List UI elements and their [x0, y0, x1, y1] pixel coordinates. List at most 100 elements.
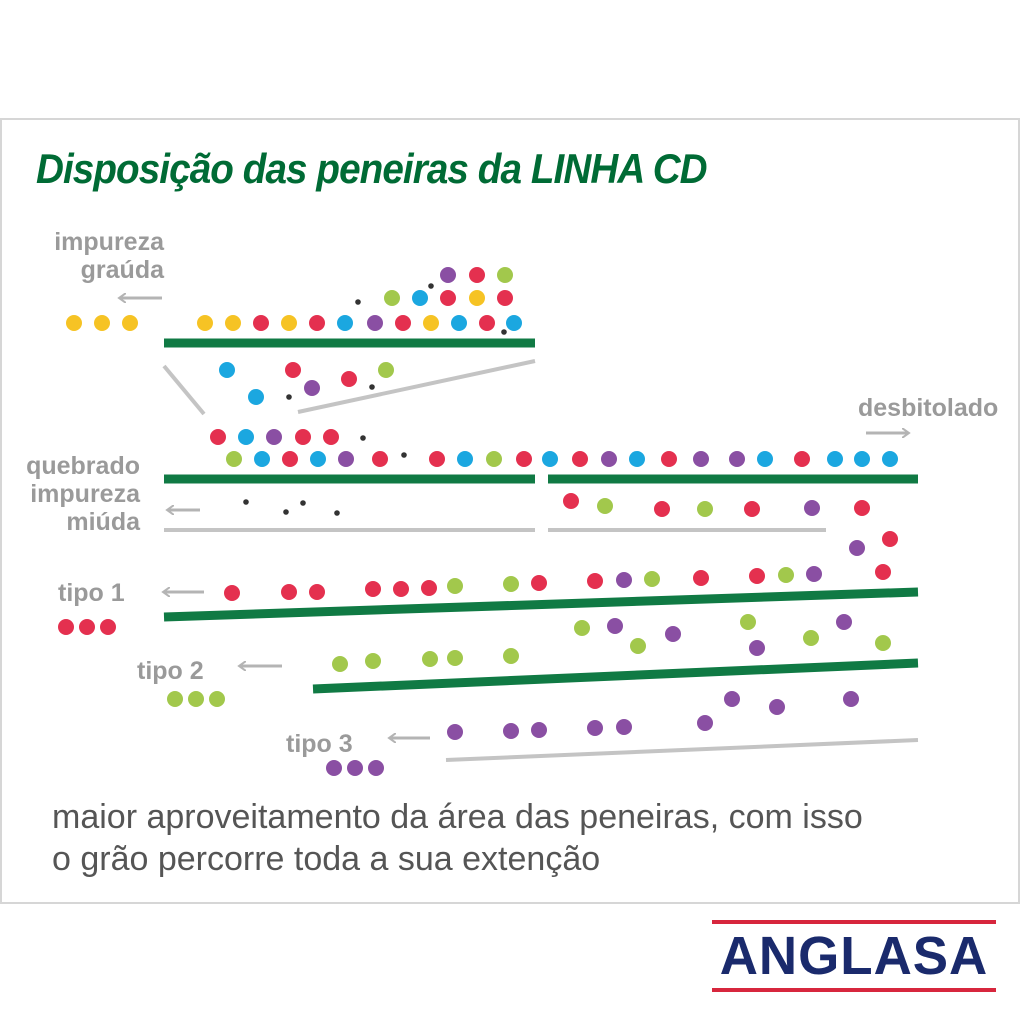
grain-p: [616, 572, 632, 588]
impurity-dot: [334, 510, 340, 516]
impurity-dot: [401, 452, 407, 458]
grain-b: [827, 451, 843, 467]
grain-p: [503, 723, 519, 739]
impurity-dot: [369, 384, 375, 390]
grain-r: [295, 429, 311, 445]
grain-y: [94, 315, 110, 331]
grain-y: [122, 315, 138, 331]
grain-y: [225, 315, 241, 331]
grain-g: [447, 578, 463, 594]
logo-bottom-bar: [712, 988, 996, 992]
label-tipo-3: tipo 3: [286, 730, 353, 758]
grain-g: [574, 620, 590, 636]
grain-r: [572, 451, 588, 467]
anglasa-logo: ANGLASA: [712, 920, 996, 992]
grain-b: [629, 451, 645, 467]
grain-b: [337, 315, 353, 331]
label-quebrado-line2: impureza: [30, 480, 140, 508]
grain-g: [644, 571, 660, 587]
grain-r: [282, 451, 298, 467]
sieve-screen: [312, 658, 919, 694]
grain-p: [724, 691, 740, 707]
label-desbitolado: desbitolado: [858, 394, 999, 422]
grain-r: [253, 315, 269, 331]
grain-b: [412, 290, 428, 306]
grain-g: [503, 648, 519, 664]
grain-b: [542, 451, 558, 467]
grain-g: [875, 635, 891, 651]
grain-p: [304, 380, 320, 396]
grain-g: [209, 691, 225, 707]
impurity-dot: [243, 499, 249, 505]
impurity-dot: [286, 394, 292, 400]
grain-p: [368, 760, 384, 776]
grain-r: [587, 573, 603, 589]
label-impureza-grauda: impureza graúda: [54, 228, 164, 284]
grain-g: [497, 267, 513, 283]
grain-p: [266, 429, 282, 445]
impurity-dot: [428, 283, 434, 289]
grain-p: [849, 540, 865, 556]
grain-r: [79, 619, 95, 635]
grain-y: [281, 315, 297, 331]
grain-r: [854, 500, 870, 516]
grain-r: [429, 451, 445, 467]
grain-r: [393, 581, 409, 597]
impurity-dot: [501, 329, 507, 335]
grain-g: [778, 567, 794, 583]
grain-p: [347, 760, 363, 776]
chute-line: [445, 738, 919, 762]
grain-p: [806, 566, 822, 582]
grain-r: [309, 315, 325, 331]
grain-r: [744, 501, 760, 517]
chute-line: [297, 359, 536, 414]
grain-r: [794, 451, 810, 467]
grain-g: [503, 576, 519, 592]
caption: maior aproveitamento da área das peneira…: [52, 796, 992, 880]
grain-r: [372, 451, 388, 467]
label-tipo-1: tipo 1: [58, 579, 125, 607]
diagram-title: Disposição das peneiras da LINHA CD: [36, 145, 708, 192]
grain-b: [238, 429, 254, 445]
grain-p: [601, 451, 617, 467]
label-quebrado-line1: quebrado: [26, 452, 140, 480]
grain-r: [309, 584, 325, 600]
grain-g: [384, 290, 400, 306]
grain-p: [729, 451, 745, 467]
grain-p: [607, 618, 623, 634]
grain-p: [804, 500, 820, 516]
grain-p: [367, 315, 383, 331]
grain-b: [854, 451, 870, 467]
grain-r: [882, 531, 898, 547]
grain-r: [285, 362, 301, 378]
grain-b: [310, 451, 326, 467]
label-quebrado-impureza-miuda: quebrado impureza miúda: [26, 452, 140, 536]
grain-g: [188, 691, 204, 707]
grain-r: [693, 570, 709, 586]
grain-p: [697, 715, 713, 731]
grain-r: [210, 429, 226, 445]
grain-b: [882, 451, 898, 467]
grain-r: [749, 568, 765, 584]
grain-b: [219, 362, 235, 378]
label-quebrado-line3: miúda: [66, 508, 140, 536]
grain-g: [365, 653, 381, 669]
label-tipo-2: tipo 2: [137, 657, 204, 685]
impurity-dot: [355, 299, 361, 305]
label-impureza-grauda-line1: impureza: [54, 228, 164, 256]
impurity-dot: [360, 435, 366, 441]
grain-g: [167, 691, 183, 707]
grain-p: [338, 451, 354, 467]
grain-p: [531, 722, 547, 738]
caption-line2: o grão percorre toda a sua extenção: [52, 840, 601, 878]
grain-b: [506, 315, 522, 331]
grain-p: [749, 640, 765, 656]
grain-p: [447, 724, 463, 740]
grain-p: [587, 720, 603, 736]
grain-g: [422, 651, 438, 667]
grain-g: [378, 362, 394, 378]
grain-r: [661, 451, 677, 467]
grain-r: [479, 315, 495, 331]
grain-r: [497, 290, 513, 306]
